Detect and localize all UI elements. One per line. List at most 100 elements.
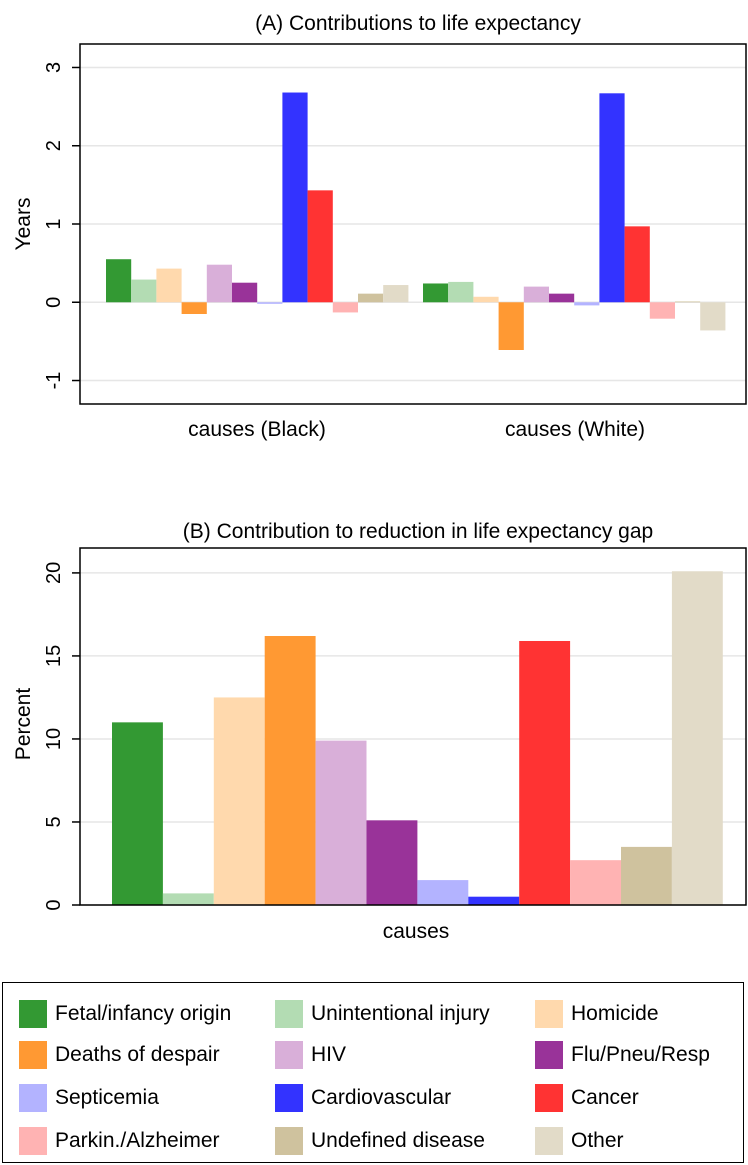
chart-b-y-ticks: 0 5 10 15 20 <box>43 562 80 911</box>
chart-b-y-axis-label: Percent <box>12 688 35 761</box>
category-label: causes (White) <box>505 418 645 441</box>
bar-septicemia <box>574 302 600 306</box>
legend-item-cardiovascular: Cardiovascular <box>275 1084 451 1112</box>
bar-cancer <box>624 226 650 303</box>
y-tick-label: 0 <box>43 899 65 910</box>
legend-swatch <box>275 1041 303 1069</box>
legend-item-cancer: Cancer <box>535 1084 639 1112</box>
panel-a: (A) Contributions to life expectancy -1 0… <box>12 12 747 441</box>
legend-swatch <box>535 1127 563 1155</box>
bar-parkin-alzheimer <box>570 860 621 905</box>
legend-item-homicide: Homicide <box>535 1000 659 1028</box>
bar-cardiovascular <box>468 896 520 905</box>
legend-item-septicemia: Septicemia <box>19 1084 159 1112</box>
legend-label: Undefined disease <box>311 1129 485 1152</box>
legend-swatch <box>275 1084 303 1112</box>
figure-canvas: (A) Contributions to life expectancy -1 0… <box>12 12 747 943</box>
legend-swatch <box>535 1041 563 1069</box>
chart-b-bars <box>112 571 723 905</box>
bar-cancer <box>519 640 571 905</box>
legend-label: Cardiovascular <box>311 1086 452 1109</box>
bar-fetal-infancy-origin <box>106 259 132 303</box>
legend-item-flu-pneu-resp: Flu/Pneu/Resp <box>535 1041 710 1069</box>
bar-fetal-infancy-origin <box>112 722 163 905</box>
chart-b-plot-frame <box>79 547 747 906</box>
category-label: causes (Black) <box>188 418 326 441</box>
bar-homicide <box>213 697 265 905</box>
bar-hiv <box>523 286 549 303</box>
legend-item-parkin-alzheimer: Parkin./Alzheimer <box>19 1127 220 1155</box>
legend-label: Parkin./Alzheimer <box>55 1129 220 1152</box>
bar-hiv <box>315 740 367 905</box>
bar-septicemia <box>417 880 469 905</box>
chart-b-x-axis-label: causes <box>383 920 450 943</box>
chart-a-y-ticks: -1 0 1 2 3 <box>43 62 80 390</box>
legend-item-fetal-infancy-origin: Fetal/infancy origin <box>19 1000 231 1028</box>
legend-label: Unintentional injury <box>311 1002 490 1025</box>
y-tick-label: 3 <box>43 62 65 73</box>
chart-a-bars <box>106 92 726 350</box>
chart-a-title: (A) Contributions to life expectancy <box>255 12 581 35</box>
chart-b-title: (B) Contribution to reduction in life ex… <box>183 520 653 543</box>
legend-label: Homicide <box>571 1002 659 1025</box>
legend-swatch <box>19 1041 47 1069</box>
legend-item-other: Other <box>535 1127 624 1155</box>
legend-swatch <box>19 1000 47 1028</box>
y-tick-label: 1 <box>43 218 65 229</box>
bar-cardiovascular <box>282 92 308 303</box>
bar-undefined-disease <box>621 846 672 905</box>
y-tick-label: 0 <box>43 297 65 308</box>
bar-flu-pneu-resp <box>366 820 418 905</box>
legend-item-undefined-disease: Undefined disease <box>275 1127 485 1155</box>
y-tick-label: 2 <box>43 140 65 151</box>
bar-homicide <box>156 268 182 303</box>
bar-unintentional-injury <box>131 279 157 303</box>
legend-label: Flu/Pneu/Resp <box>571 1043 710 1066</box>
bar-deaths-of-despair <box>181 302 207 314</box>
legend-label: HIV <box>311 1043 347 1066</box>
bar-other <box>671 571 723 905</box>
legend-swatch <box>19 1084 47 1112</box>
bar-unintentional-injury <box>162 893 214 905</box>
legend-swatch <box>275 1127 303 1155</box>
y-tick-label: 10 <box>43 728 65 750</box>
chart-a-y-axis-label: Years <box>12 198 35 251</box>
bar-septicemia <box>257 302 283 304</box>
legend: Fetal/infancy origin Unintentional injury… <box>2 982 744 1163</box>
legend-swatch <box>275 1000 303 1028</box>
bar-deaths-of-despair <box>498 302 524 350</box>
chart-a-category-labels: causes (Black) causes (White) <box>188 418 645 441</box>
bar-hiv <box>206 264 232 303</box>
panel-b: (B) Contribution to reduction in life ex… <box>12 520 747 943</box>
bar-other <box>700 302 726 331</box>
bar-flu-pneu-resp <box>549 293 575 303</box>
y-tick-label: 20 <box>43 562 65 584</box>
legend-label: Cancer <box>571 1086 639 1109</box>
legend-label: Fetal/infancy origin <box>55 1002 232 1025</box>
bar-cardiovascular <box>599 93 625 303</box>
legend-item-hiv: HIV <box>275 1041 346 1069</box>
y-tick-label: 5 <box>43 816 65 827</box>
bar-homicide <box>473 296 499 303</box>
bar-parkin-alzheimer <box>332 302 358 313</box>
legend-swatch <box>19 1127 47 1155</box>
legend-swatch <box>535 1084 563 1112</box>
bar-other <box>383 285 409 303</box>
legend-label: Other <box>571 1129 624 1152</box>
legend-label: Septicemia <box>55 1086 159 1109</box>
bar-undefined-disease <box>675 301 701 303</box>
bar-cancer <box>307 190 333 303</box>
bar-undefined-disease <box>358 293 384 303</box>
y-tick-label: 15 <box>43 645 65 667</box>
bar-fetal-infancy-origin <box>423 283 449 303</box>
bar-parkin-alzheimer <box>649 302 675 319</box>
chart-a-gridlines <box>80 66 746 382</box>
bar-flu-pneu-resp <box>232 282 258 303</box>
legend-label: Deaths of despair <box>55 1043 220 1066</box>
legend-swatch <box>535 1000 563 1028</box>
legend-item-unintentional-injury: Unintentional injury <box>275 1000 490 1028</box>
bar-unintentional-injury <box>448 281 474 303</box>
bar-deaths-of-despair <box>264 636 316 905</box>
legend-item-deaths-of-despair: Deaths of despair <box>19 1041 220 1069</box>
y-tick-label: -1 <box>43 372 65 390</box>
